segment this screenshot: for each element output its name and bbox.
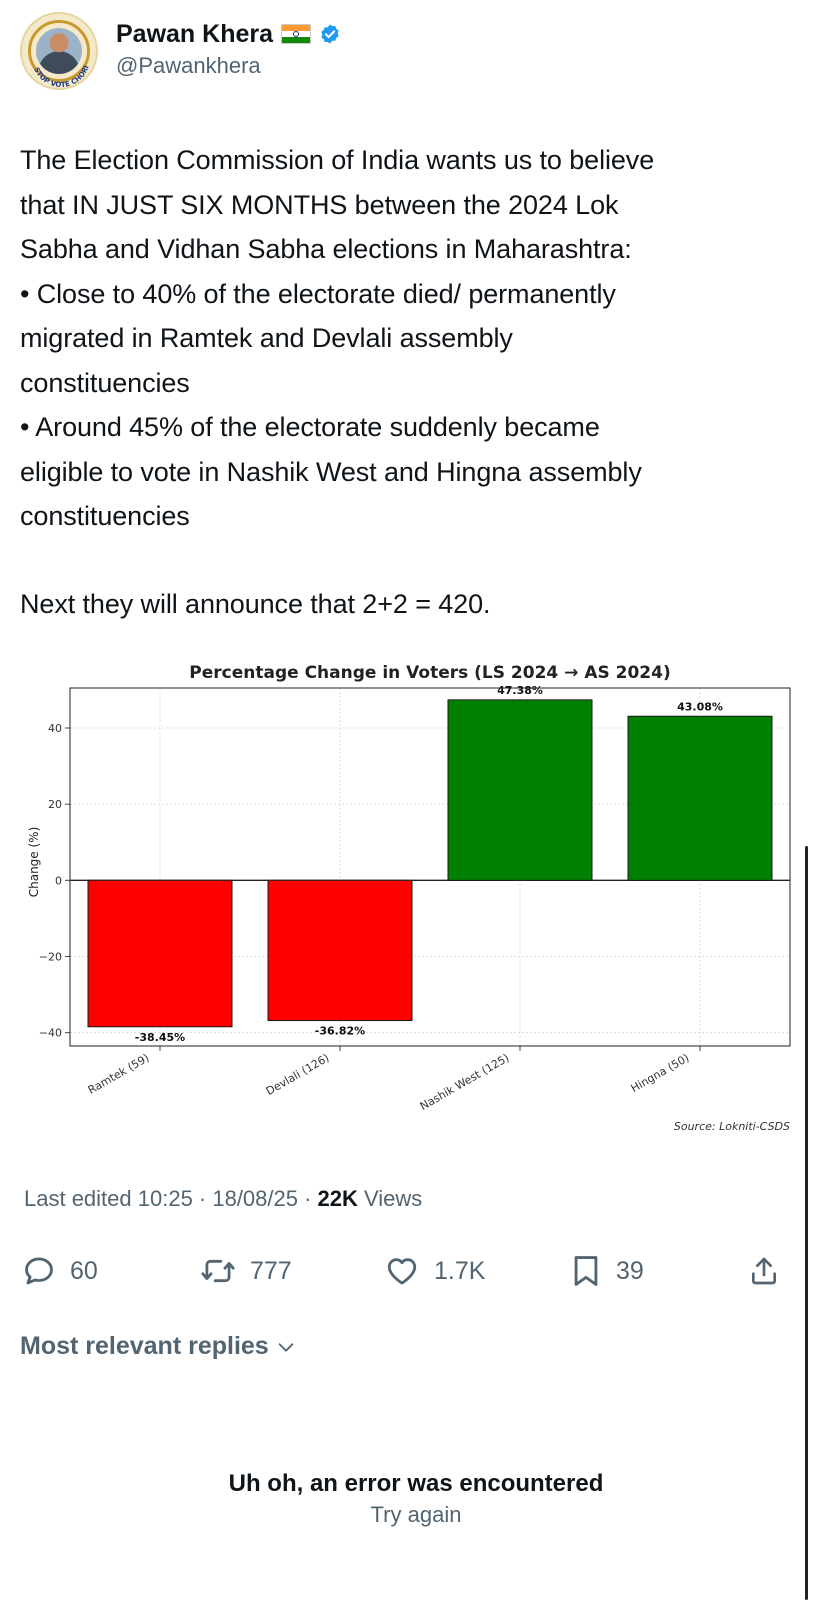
views-count: 22K [317,1186,358,1211]
tweet-line: constituencies [20,501,190,531]
y-tick-label: 0 [55,874,62,887]
y-axis-label: Change (%) [27,827,41,898]
replies-sort-label: Most relevant replies [20,1332,269,1360]
bookmark-button[interactable]: 39 [570,1246,644,1296]
avatar[interactable]: STOP VOTE CHORI [20,12,98,90]
tweet-line: migrated in Ramtek and Devlali assembly [20,323,513,353]
plot-frame [69,687,791,1047]
x-tick-label: Nashik West (125) [418,1051,512,1113]
bar [87,879,233,1028]
author-name-row[interactable]: Pawan Khera [116,18,341,50]
bar-data-label: 47.38% [497,684,543,697]
x-tick-label: Devlali (126) [264,1051,332,1098]
avatar-photo [36,28,82,74]
author-display-name[interactable]: Pawan Khera [116,19,274,48]
tweet-line: • Around 45% of the electorate suddenly … [20,412,600,442]
bookmark-count: 39 [616,1256,644,1285]
bar [447,699,593,881]
bar [627,715,773,881]
chart-title: Percentage Change in Voters (LS 2024 → A… [189,663,670,683]
bar [267,879,413,1022]
tweet-line: eligible to vote in Nashik West and Hing… [20,456,642,487]
tweet-text: The Election Commission of India wants u… [20,138,820,626]
author-handle[interactable]: @Pawankhera [116,53,261,78]
edited-timestamp[interactable]: Last edited 10:25 · 18/08/25 · [24,1186,318,1211]
tweet-line: constituencies [20,367,190,398]
scrollbar[interactable] [805,846,808,1600]
verified-badge-icon [321,24,339,44]
tweet-meta: Last edited 10:25 · 18/08/25 · 22K Views [24,1186,422,1212]
error-message: Uh oh, an error was encountered [228,1470,604,1497]
share-button[interactable] [748,1246,780,1296]
repost-count: 777 [250,1256,292,1285]
tweet-line: Sabha and Vidhan Sabha elections in Maha… [20,234,632,264]
tweet-line: that IN JUST SIX MONTHS between the 2024… [20,189,619,220]
replies-sort-dropdown[interactable]: Most relevant replies [20,1332,297,1361]
y-tick-label: 40 [48,722,62,735]
tweet-actions: 60 777 1.7K 39 [0,1246,832,1296]
x-tick-label: Hingna (50) [629,1051,692,1095]
chart-source: Source: Lokniti-CSDS [674,1120,790,1133]
heart-icon [387,1258,417,1285]
tweet-closing-line: Next they will announce that 2+2 = 420. [20,588,491,619]
y-tick-label: −20 [39,951,62,964]
avatar-badge-text: STOP VOTE CHORI [32,64,91,89]
svg-text:STOP VOTE CHORI: STOP VOTE CHORI [32,64,91,89]
share-icon [752,1257,776,1285]
reply-icon [25,1257,53,1285]
chevron-down-icon [278,1342,294,1352]
reply-count: 60 [70,1256,98,1285]
reply-button[interactable]: 60 [22,1246,98,1296]
repost-icon [201,1259,235,1283]
views-label: Views [357,1186,423,1211]
avatar-ring [28,20,90,82]
like-button[interactable]: 1.7K [384,1246,485,1296]
bar-data-label: -36.82% [315,1025,365,1038]
tweet-line: • Close to 40% of the electorate died/ p… [20,278,616,309]
india-flag-icon [281,24,312,44]
tweet-line: The Election Commission of India wants u… [20,145,655,175]
y-tick-label: 20 [48,798,62,811]
x-tick-label: Ramtek (59) [86,1051,152,1096]
y-tick-label: −40 [39,1027,62,1040]
bar-chart: Percentage Change in Voters (LS 2024 → A… [27,663,791,1133]
like-count: 1.7K [434,1256,486,1285]
bar-data-label: 43.08% [677,700,723,713]
bar-data-label: -38.45% [135,1031,185,1044]
tweet-media-chart[interactable]: Percentage Change in Voters (LS 2024 → A… [0,650,832,1150]
repost-button[interactable]: 777 [200,1246,292,1296]
try-again-button[interactable]: Try again [370,1502,462,1527]
bookmark-icon [574,1256,598,1286]
